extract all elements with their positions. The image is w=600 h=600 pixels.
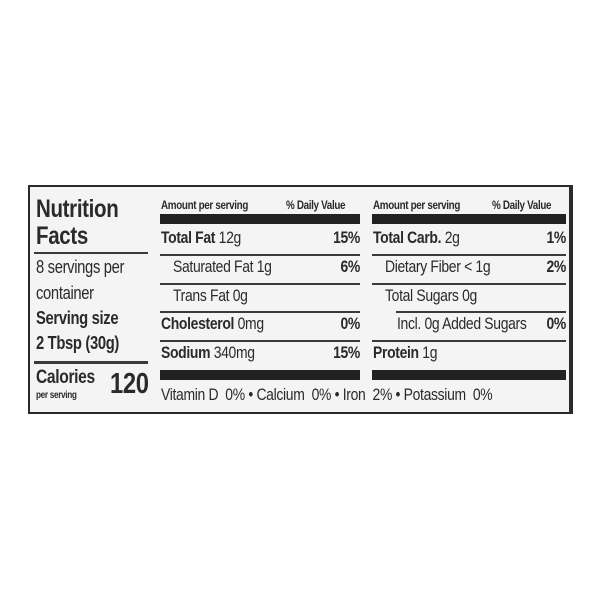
nutrient-dv: 0% <box>340 314 360 333</box>
divider <box>34 361 148 364</box>
nutrient-name: Total Sugars <box>385 286 459 305</box>
divider <box>372 254 566 256</box>
header-dv: % Daily Value <box>492 198 552 212</box>
thick-bar <box>160 370 360 380</box>
serving-size-value: 2 Tbsp (30g) <box>36 333 119 353</box>
header-dv: % Daily Value <box>286 198 346 212</box>
nutrient-amount: < 1g <box>464 257 491 276</box>
divider <box>160 283 360 285</box>
nutrient-name: Trans Fat <box>173 286 230 305</box>
nutrient-amount: 12g <box>218 228 242 247</box>
calories-label: Calories <box>36 367 95 388</box>
divider <box>160 340 360 342</box>
nutrient-amount: 2g <box>444 228 460 247</box>
servings-line1: 8 servings per <box>36 257 125 277</box>
title-nutrition: Nutrition <box>36 195 119 223</box>
nutrient-dv: 6% <box>340 257 360 276</box>
vitamins-minerals: Vitamin D 0% • Calcium 0% • Iron 2% • Po… <box>161 385 493 404</box>
nutrient-name: Dietary Fiber <box>385 257 461 276</box>
serving-size-label: Serving size <box>36 308 119 328</box>
divider <box>34 252 148 254</box>
thick-bar <box>372 214 566 224</box>
thick-bar <box>160 214 360 224</box>
nutrient-dv: 0% <box>546 314 566 333</box>
servings-line2: container <box>36 283 94 303</box>
divider <box>160 311 360 313</box>
nutrition-facts-label: Nutrition Facts 8 servings per container… <box>28 185 573 414</box>
title-facts: Facts <box>36 222 88 250</box>
divider <box>396 311 566 313</box>
nutrient-name: Cholesterol <box>161 314 235 333</box>
header-amount: Amount per serving <box>373 198 461 212</box>
nutrient-dv: 1% <box>546 228 566 247</box>
nutrient-amount: 0g <box>232 286 248 305</box>
nutrient-name: Sodium <box>161 343 211 362</box>
nutrient-amount: 1g <box>256 257 272 276</box>
nutrient-name: Total Fat <box>161 228 216 247</box>
nutrient-amount: 0mg <box>237 314 264 333</box>
nutrient-name: Total Carb. <box>373 228 442 247</box>
header-amount: Amount per serving <box>161 198 249 212</box>
divider <box>372 283 566 285</box>
nutrient-amount: 1g <box>422 343 438 362</box>
divider <box>372 340 566 342</box>
nutrient-name: Protein <box>373 343 419 362</box>
divider <box>160 254 360 256</box>
nutrient-dv: 2% <box>546 257 566 276</box>
nutrient-name: Incl. 0g Added Sugars <box>397 314 527 333</box>
calories-sub: per serving <box>36 390 77 401</box>
calories-value: 120 <box>110 368 149 400</box>
nutrient-amount: 0g <box>462 286 477 305</box>
nutrient-dv: 15% <box>333 343 360 362</box>
nutrient-amount: 340mg <box>213 343 255 362</box>
nutrient-name: Saturated Fat <box>173 257 254 276</box>
thick-bar <box>372 370 566 380</box>
nutrient-dv: 15% <box>333 228 360 247</box>
